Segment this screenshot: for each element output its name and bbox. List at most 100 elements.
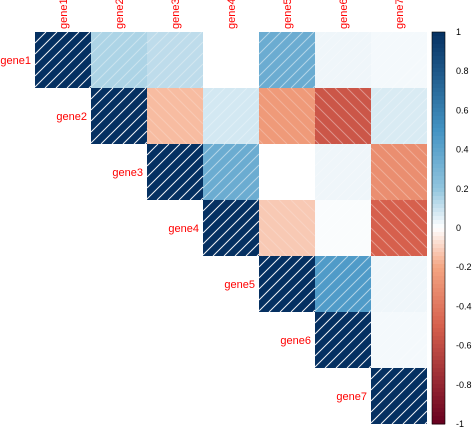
hatch-gene4-gene4 xyxy=(202,199,260,257)
colorbar-tick-label: 0.8 xyxy=(456,66,469,76)
hatch-gene7-gene7 xyxy=(370,367,428,425)
heatmap-cell-gene5-gene6 xyxy=(315,256,371,312)
colorbar-segment xyxy=(432,256,445,261)
colorbar-segment xyxy=(432,356,445,361)
colorbar-segment xyxy=(432,376,445,381)
colorbar-tick-label: 1 xyxy=(456,27,461,37)
colorbar-segment xyxy=(432,284,445,289)
colorbar-segment xyxy=(432,92,445,97)
hatch-gene6-gene7 xyxy=(370,311,428,369)
row-label-gene6: gene6 xyxy=(280,335,311,347)
colorbar-segment xyxy=(432,224,445,229)
row-label-gene2: gene2 xyxy=(56,111,87,123)
hatch-gene5-gene7 xyxy=(370,255,428,313)
colorbar-segment xyxy=(432,288,445,293)
heatmap-cell-gene3-gene6 xyxy=(315,144,371,200)
colorbar-segment xyxy=(432,244,445,249)
colorbar-segment xyxy=(432,228,445,233)
colorbar-segment xyxy=(432,420,445,425)
colorbar-segment xyxy=(432,52,445,57)
colorbar-segment xyxy=(432,388,445,393)
colorbar-segment xyxy=(432,328,445,333)
hatch-gene1-gene5 xyxy=(258,31,316,89)
column-label-gene3: gene3 xyxy=(170,0,182,29)
colorbar-segment xyxy=(432,84,445,89)
colorbar-segment xyxy=(432,192,445,197)
hatch-gene2-gene4 xyxy=(202,87,260,145)
hatch-gene2-gene7 xyxy=(370,87,428,145)
colorbar-segment xyxy=(432,152,445,157)
heatmap-cell-gene4-gene6 xyxy=(315,200,371,256)
colorbar-segment xyxy=(432,188,445,193)
colorbar-segment xyxy=(432,124,445,129)
column-label-gene6: gene6 xyxy=(338,0,350,29)
colorbar-segment xyxy=(432,80,445,85)
colorbar-segment xyxy=(432,120,445,125)
row-label-gene5: gene5 xyxy=(224,279,255,291)
colorbar-segment xyxy=(432,200,445,205)
colorbar-segment xyxy=(432,72,445,77)
hatch-gene3-gene6 xyxy=(314,143,372,201)
colorbar-segment xyxy=(432,320,445,325)
colorbar-tick-label: 0 xyxy=(456,223,461,233)
hatch-gene1-gene6 xyxy=(314,31,372,89)
colorbar-segment xyxy=(432,116,445,121)
heatmap-cell-gene5-gene7 xyxy=(371,256,427,312)
colorbar-segment xyxy=(432,112,445,117)
hatch-gene1-gene3 xyxy=(146,31,204,89)
heatmap-cell-gene6-gene6 xyxy=(315,312,371,368)
colorbar-segment xyxy=(432,316,445,321)
colorbar-segment xyxy=(432,56,445,61)
heatmap-cell-gene1-gene1 xyxy=(35,32,91,88)
heatmap-cell-gene4-gene5 xyxy=(259,200,315,256)
colorbar-segment xyxy=(432,304,445,309)
hatch-gene1-gene2 xyxy=(90,31,148,89)
colorbar-segment xyxy=(432,408,445,413)
heatmap-cell-gene3-gene5 xyxy=(259,144,315,200)
colorbar-segment xyxy=(432,372,445,377)
colorbar-segment xyxy=(432,36,445,41)
colorbar-segment xyxy=(432,108,445,113)
colorbar-segment xyxy=(432,344,445,349)
hatch-gene2-gene5 xyxy=(258,87,316,145)
colorbar-segment xyxy=(432,100,445,105)
hatch-gene3-gene3 xyxy=(146,143,204,201)
heatmap-cell-gene2-gene6 xyxy=(315,88,371,144)
hatch-gene5-gene5 xyxy=(258,255,316,313)
colorbar-segment xyxy=(432,76,445,81)
colorbar-segment xyxy=(432,312,445,317)
hatch-gene4-gene6 xyxy=(314,199,372,257)
heatmap-cell-gene3-gene7 xyxy=(371,144,427,200)
heatmap-cell-gene3-gene4 xyxy=(203,144,259,200)
heatmap-cell-gene5-gene5 xyxy=(259,256,315,312)
colorbar-segment xyxy=(432,208,445,213)
colorbar-segment xyxy=(432,32,445,37)
hatch-gene2-gene3 xyxy=(146,87,204,145)
colorbar-segment xyxy=(432,60,445,65)
colorbar-tick-label: -0.8 xyxy=(456,380,472,390)
column-label-gene2: gene2 xyxy=(114,0,126,29)
colorbar-segment xyxy=(432,324,445,329)
row-label-gene7: gene7 xyxy=(336,391,367,403)
colorbar-segment xyxy=(432,404,445,409)
hatch-gene3-gene7 xyxy=(370,143,428,201)
colorbar-segment xyxy=(432,128,445,133)
row-label-gene3: gene3 xyxy=(112,167,143,179)
diagonal-hatching xyxy=(34,31,428,425)
colorbar-segment xyxy=(432,196,445,201)
colorbar-segment xyxy=(432,212,445,217)
colorbar-tick-label: -0.6 xyxy=(456,341,472,351)
colorbar-segment xyxy=(432,180,445,185)
colorbar-segment xyxy=(432,140,445,145)
colorbar-segment xyxy=(432,96,445,101)
colorbar-segment xyxy=(432,412,445,417)
colorbar-segment xyxy=(432,232,445,237)
hatch-gene5-gene6 xyxy=(314,255,372,313)
heatmap-cell-gene1-gene2 xyxy=(91,32,147,88)
colorbar-segment xyxy=(432,300,445,305)
colorbar-segment xyxy=(432,144,445,149)
colorbar-segment xyxy=(432,168,445,173)
hatch-gene3-gene4 xyxy=(202,143,260,201)
colorbar-segment xyxy=(432,332,445,337)
colorbar-segment xyxy=(432,260,445,265)
